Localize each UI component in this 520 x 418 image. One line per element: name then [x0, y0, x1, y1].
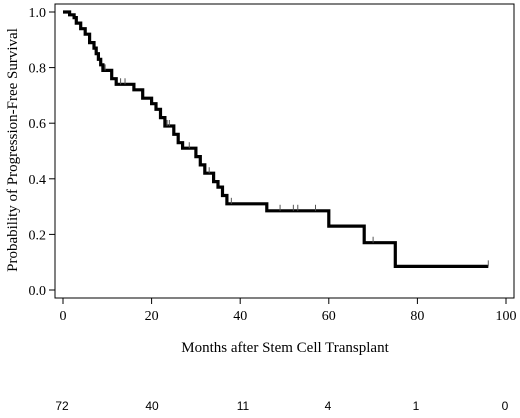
- survival-curve: [63, 10, 489, 268]
- at-risk-count: 1: [413, 399, 420, 413]
- y-tick-label: 0.4: [29, 173, 47, 188]
- y-tick-label: 0.6: [29, 117, 47, 132]
- x-tick-label: 60: [322, 309, 336, 324]
- x-axis-title: Months after Stem Cell Transplant: [181, 340, 389, 356]
- x-axis: 0 20 40 60 80 100: [60, 298, 517, 324]
- x-tick-label: 40: [233, 309, 247, 324]
- at-risk-count: 40: [145, 399, 159, 413]
- at-risk-count: 0: [502, 399, 509, 413]
- y-tick-label: 0.2: [29, 228, 47, 243]
- at-risk-count: 4: [325, 399, 332, 413]
- x-tick-label: 0: [60, 309, 67, 324]
- x-tick-label: 20: [145, 309, 159, 324]
- series-layer: [63, 10, 489, 268]
- at-risk-count: 72: [55, 399, 69, 413]
- x-tick-label: 80: [410, 309, 424, 324]
- y-axis-title: Probability of Progression-Free Survival: [5, 28, 21, 272]
- y-tick-label: 0.0: [29, 284, 47, 299]
- y-tick-label: 0.8: [29, 62, 47, 77]
- y-tick-label: 1.0: [29, 6, 47, 21]
- at-risk-count: 11: [237, 399, 250, 413]
- plot-frame: [54, 3, 515, 299]
- x-tick-label: 100: [496, 309, 517, 324]
- numbers-at-risk: 72 40 11 4 1 0: [55, 399, 508, 413]
- y-axis: 0.0 0.2 0.4 0.6 0.8 1.0: [29, 6, 55, 299]
